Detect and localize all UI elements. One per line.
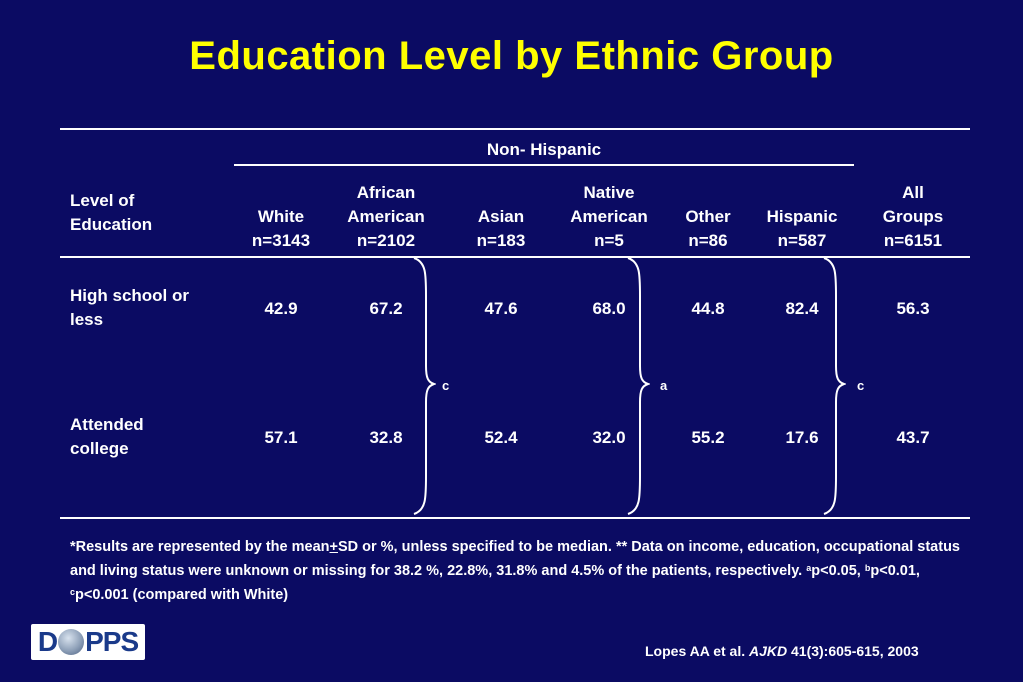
- column-header-white: White n=3143: [251, 207, 311, 250]
- brace-label: c: [442, 378, 450, 393]
- brace-label: c: [857, 378, 865, 393]
- table-cell: 82.4: [785, 299, 819, 318]
- table-cell: 52.4: [484, 428, 518, 447]
- column-header-all-groups: All Groups n=6151: [882, 183, 944, 250]
- table-cell: 42.9: [264, 299, 298, 318]
- column-header-hispanic: Hispanic n=587: [766, 207, 838, 250]
- table-cell: 32.8: [369, 428, 403, 447]
- significance-brace-icon: [627, 257, 650, 515]
- slide-title: Education Level by Ethnic Group: [189, 34, 834, 78]
- group-header-non-hispanic: Non- Hispanic: [486, 140, 602, 159]
- column-header-other: Other n=86: [685, 207, 731, 250]
- brace-label: a: [660, 378, 668, 393]
- table-bottom-rule: [60, 517, 970, 519]
- table-top-rule: [60, 128, 970, 130]
- table-cell: 32.0: [592, 428, 626, 447]
- row-label-high-school: High school or less: [70, 286, 189, 329]
- table-cell: 17.6: [785, 428, 819, 447]
- table-cell: 55.2: [691, 428, 725, 447]
- column-header-native-american: Native American n=5: [570, 183, 648, 250]
- table-cell: 68.0: [592, 299, 626, 318]
- dopps-logo: D PPS: [31, 624, 145, 660]
- table-cell: 43.7: [896, 428, 930, 447]
- table-cell: 44.8: [691, 299, 725, 318]
- column-header-asian: Asian n=183: [476, 207, 526, 250]
- header-bottom-rule: [60, 256, 970, 258]
- significance-brace-icon: [413, 257, 436, 515]
- citation: Lopes AA et al. AJKD 41(3):605-615, 2003: [645, 643, 919, 659]
- row-header-level: Level of Education: [70, 191, 153, 234]
- table-cell: 56.3: [896, 299, 930, 318]
- column-header-african-american: African American n=2102: [347, 183, 425, 250]
- non-hispanic-rule: [234, 164, 854, 166]
- row-label-college: Attended college: [70, 415, 144, 458]
- table-cell: 47.6: [484, 299, 518, 318]
- footnote: *Results are represented by the mean+SD …: [70, 539, 960, 603]
- table-cell: 57.1: [264, 428, 298, 447]
- significance-brace-icon: [823, 257, 846, 515]
- table-cell: 67.2: [369, 299, 403, 318]
- globe-icon: [58, 629, 85, 655]
